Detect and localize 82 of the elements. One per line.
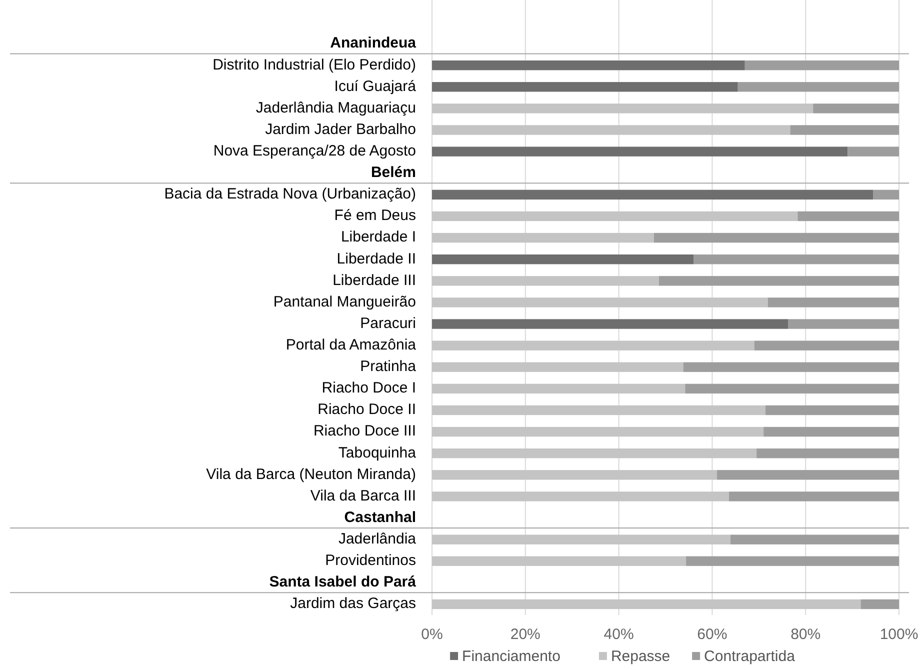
bar [432,492,730,502]
y-tick-label: Riacho Doce III [313,422,416,440]
y-tick-label: Jardim das Garças [290,595,416,612]
bar [432,104,814,114]
bar [432,556,686,566]
bar [432,340,754,350]
y-tick-label: Bacia da Estrada Nova (Urbanização) [164,186,416,203]
bar [432,125,790,135]
bar [756,448,899,458]
bar [765,405,899,416]
bar [848,146,899,156]
y-tick-label: Santa Isabel do Pará [269,574,417,591]
y-tick-label: Jaderlândia [338,530,417,548]
bar [432,82,738,92]
bar [432,384,686,394]
y-tick-label: Vila da Barca III [310,487,416,504]
y-tick-label: Ananindeua [330,34,417,52]
y-tick-label: Liberdade I [340,228,416,246]
y-tick-label: Jaderlândia Maguariaçu [256,99,416,116]
x-tick-label: 100% [880,626,918,643]
x-tick-label: 20% [510,626,540,643]
bar [744,60,899,70]
bar [798,211,899,222]
y-tick-label: Vila da Barca (Neuton Miranda) [206,466,416,483]
y-tick-label: Portal da Amazônia [286,336,417,354]
bar [754,340,899,350]
bar [813,104,899,114]
legend-label: Financiamento [462,648,560,665]
bar [432,534,730,544]
bar [658,276,899,286]
y-tick-label: Fé em Deus [334,207,416,224]
y-tick-label: Nova Esperança/28 de Agosto [213,142,416,160]
x-tick-label: 0% [421,626,443,643]
bar [764,426,899,437]
x-tick-label: 40% [604,626,634,643]
bar [432,319,788,329]
y-tick-label: Jardim Jader Barbalho [265,120,416,138]
bar [432,60,745,70]
bar [432,298,768,308]
bar [432,362,684,372]
bar [432,232,654,243]
bar [860,599,899,610]
bar [729,492,899,502]
y-tick-label: Riacho Doce I [322,380,416,397]
y-tick-label: Taboquinha [338,444,417,462]
bar [432,146,848,156]
bar [683,362,899,372]
y-tick-label: Liberdade III [332,272,416,289]
bar [432,254,694,264]
legend-label: Contrapartida [704,648,796,665]
bar [730,534,899,544]
y-tick-label: Pantanal Mangueirão [273,293,416,310]
bar [685,384,899,394]
bar [432,426,764,437]
y-tick-label: Pratinha [360,358,417,376]
bar [768,298,899,308]
bar [432,211,798,222]
y-tick-label: Providentinos [325,552,416,570]
y-tick-label: Belém [370,164,416,182]
bar [686,556,899,566]
bar [694,254,899,264]
y-tick-label: Riacho Doce II [318,401,416,418]
x-tick-label: 60% [697,626,728,643]
bar [432,190,874,200]
y-tick-label: Castanhal [344,508,416,526]
bar [716,470,899,480]
y-tick-label: Icuí Guajará [334,78,417,95]
x-tick-label: 80% [790,626,821,643]
y-tick-label: Distrito Industrial (Elo Perdido) [212,56,416,74]
bar [738,82,899,92]
bar [432,405,766,416]
bar [432,470,717,480]
bar [432,276,659,286]
y-tick-label: Paracuri [360,314,416,332]
bar [654,232,899,243]
bar [432,448,757,458]
bar [790,125,899,135]
bar [432,599,861,610]
bar [873,190,899,200]
bar [788,319,899,329]
y-tick-label: Liberdade II [336,250,416,268]
legend-label: Repasse [610,648,670,665]
